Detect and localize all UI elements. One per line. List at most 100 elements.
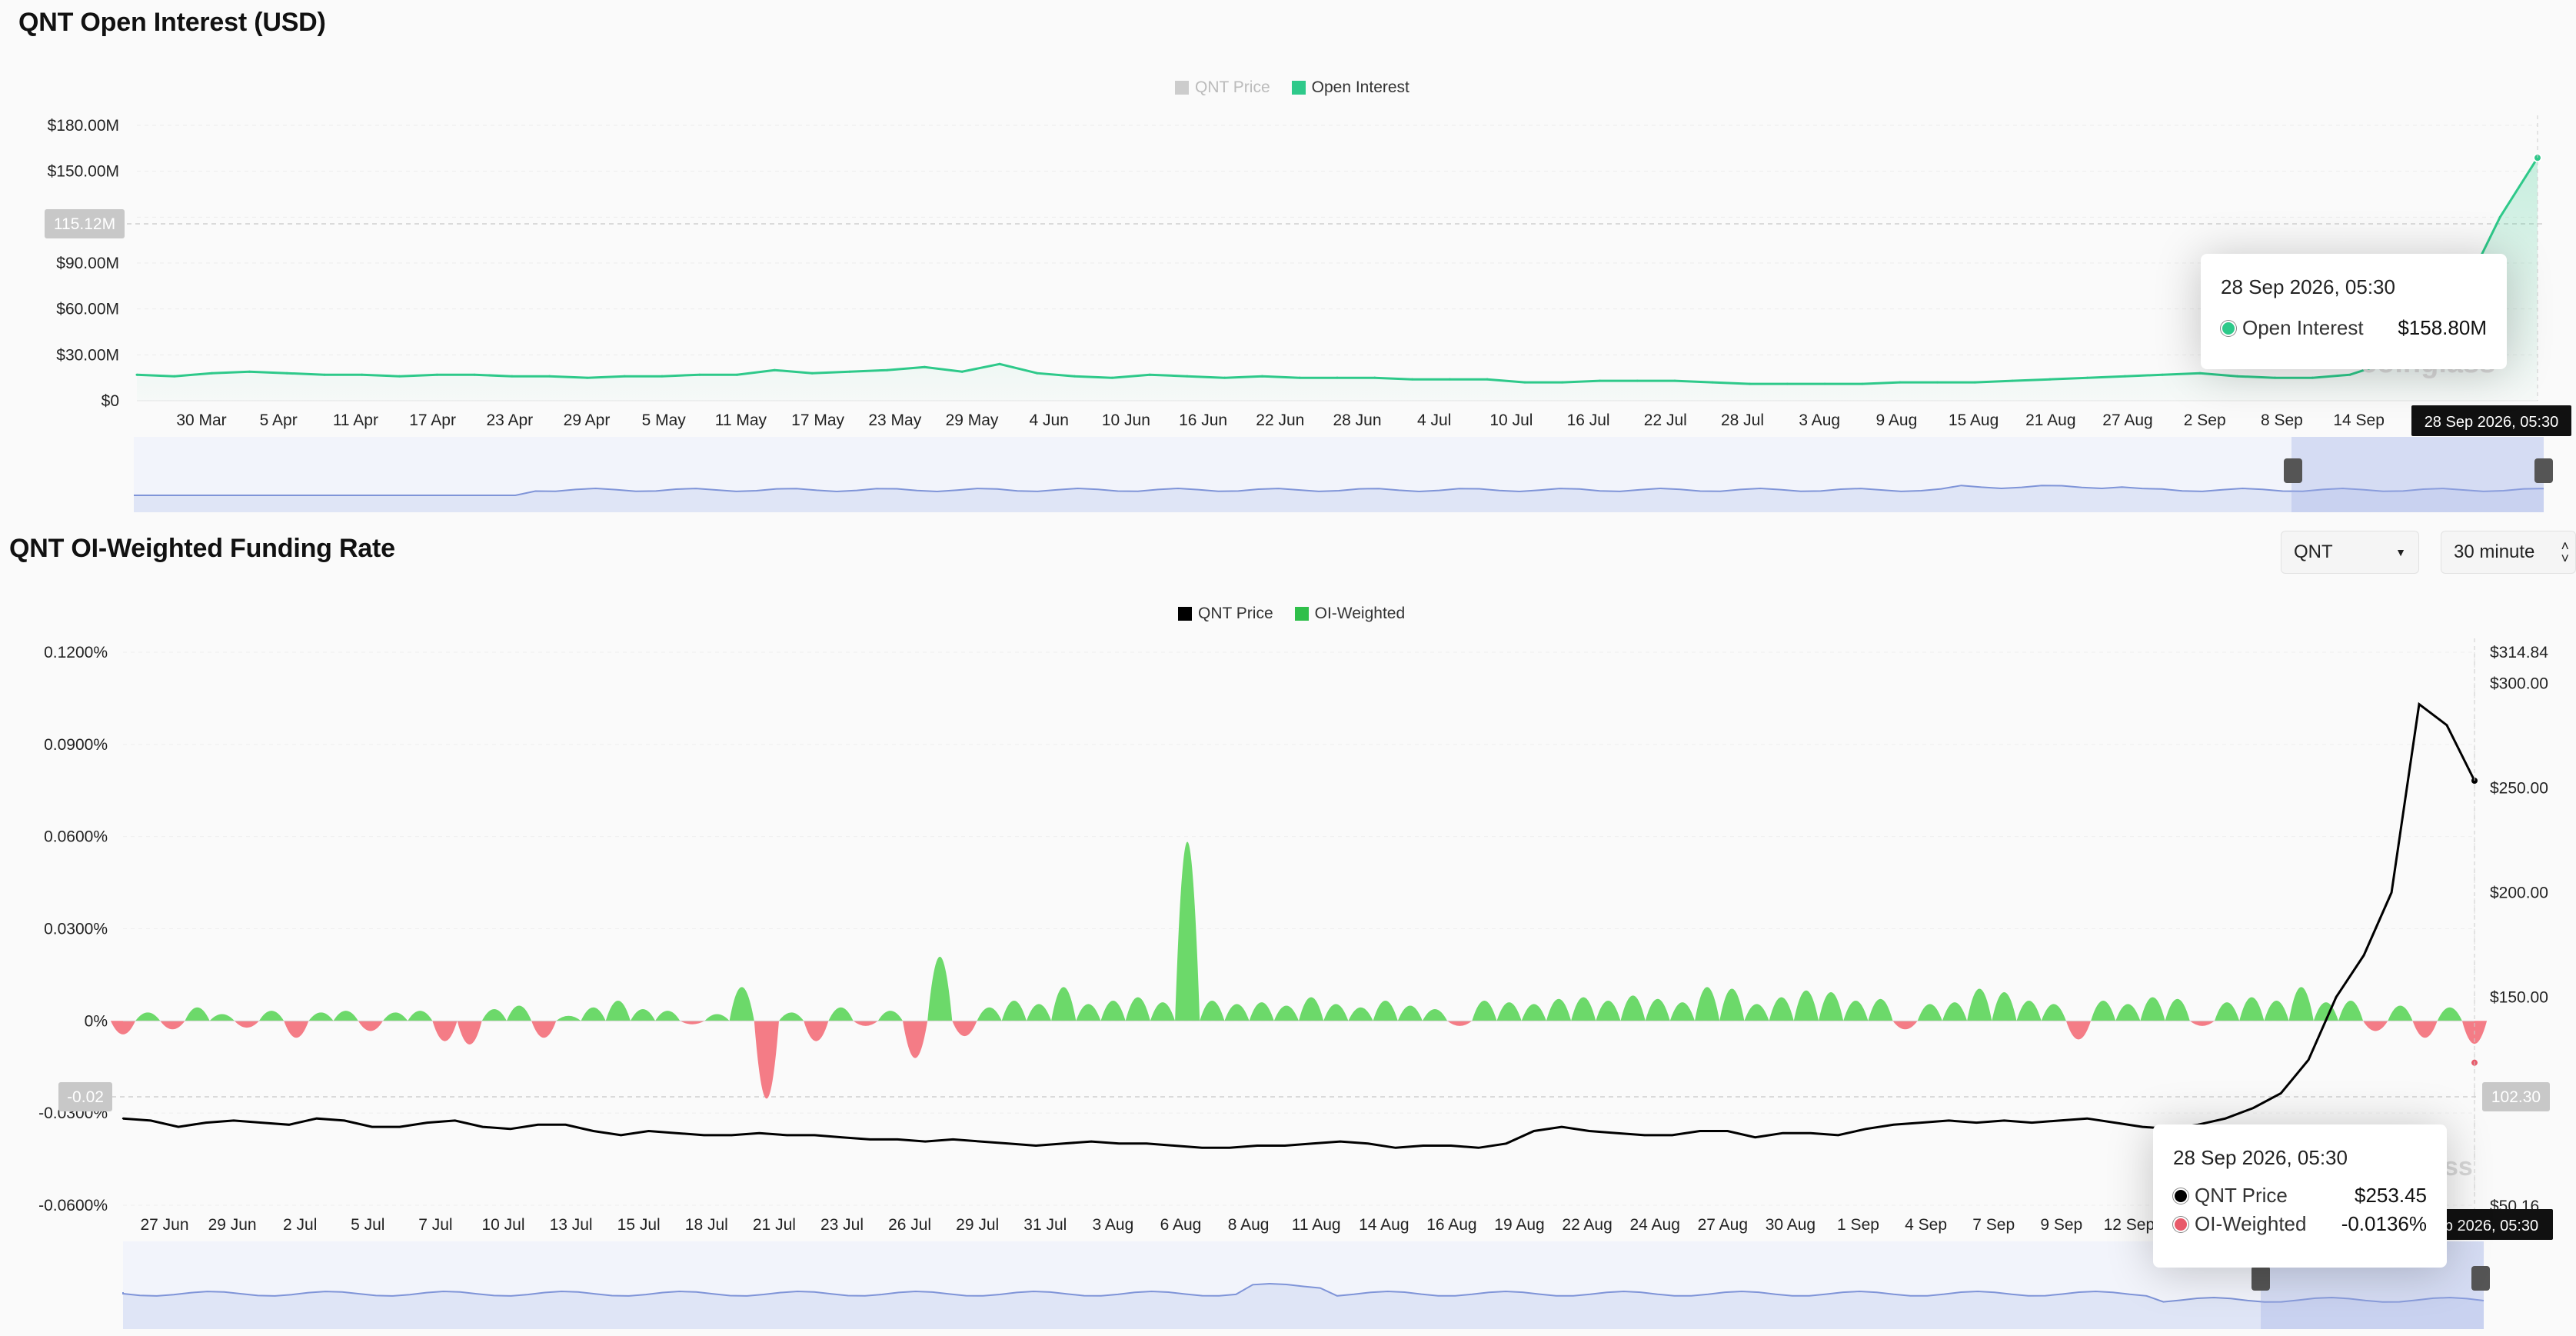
funding-bar-positive <box>506 1005 532 1021</box>
open-interest-area <box>137 158 2538 401</box>
x-tick-label: 8 Sep <box>2261 411 2303 429</box>
data-point <box>736 373 738 376</box>
funding-bar-positive <box>1967 988 1992 1021</box>
data-point <box>1186 375 1189 378</box>
crosshair-right-label-bg <box>2482 1082 2550 1111</box>
funding-bar-negative <box>804 1021 829 1041</box>
funding-bar-positive <box>1546 998 1572 1021</box>
funding-bar-negative <box>680 1021 705 1024</box>
x-tick-label: 11 Aug <box>1292 1216 1341 1234</box>
price-point <box>814 1134 816 1137</box>
price-point <box>343 1119 346 1122</box>
x-tick-label: 9 Sep <box>2040 1216 2082 1234</box>
funding-bar-positive <box>877 1011 903 1021</box>
x-tick-label: 18 Jul <box>685 1216 728 1234</box>
y-tick-label: $180.00M <box>48 117 119 135</box>
funding-bar-positive <box>1348 1007 1373 1021</box>
funding-bar-positive <box>1026 1004 1052 1021</box>
price-point <box>786 1134 788 1137</box>
x-tick-label: 6 Aug <box>1160 1216 1202 1234</box>
price-point <box>454 1119 456 1122</box>
price-point <box>924 1140 927 1143</box>
x-tick-label: 31 Jul <box>1023 1216 1067 1234</box>
y-tick-label-right: $250.00 <box>2490 779 2548 797</box>
x-tick-label: 10 Jul <box>481 1216 524 1234</box>
x-tick-label: 1 Sep <box>1837 1216 1879 1234</box>
x-tick-label: 11 Apr <box>333 411 378 429</box>
legend-item-oi-weighted[interactable]: OI-Weighted <box>1294 605 1406 623</box>
legend-item-qnt-price[interactable]: QNT Price <box>1178 605 1273 623</box>
data-point <box>435 373 438 376</box>
legend-label: OI-Weighted <box>1314 605 1406 622</box>
funding-bar-positive <box>655 1011 681 1021</box>
coin-select[interactable]: QNT ▼ <box>2281 531 2419 574</box>
x-tick-label: 27 Aug <box>1698 1216 1748 1234</box>
data-point <box>810 371 814 375</box>
oi-legend: QNT Price Open Interest <box>1175 78 1409 97</box>
x-tick-label: 21 Jul <box>753 1216 796 1234</box>
price-point <box>2114 1121 2116 1124</box>
y-tick-label-left: 0.0900% <box>44 736 108 754</box>
data-point <box>2498 215 2501 218</box>
x-tick-label: 22 Aug <box>1562 1216 1612 1234</box>
price-point <box>952 1138 954 1141</box>
x-tick-label: 29 Jul <box>956 1216 999 1234</box>
y-tick-label: $0 <box>102 392 119 410</box>
legend-swatch <box>1291 81 1306 95</box>
tooltip-row: OI-Weighted -0.0136% <box>2173 1212 2427 1236</box>
price-point <box>177 1125 180 1128</box>
funding-bar-positive <box>2041 1004 2066 1021</box>
funding-bar-positive <box>1472 1000 1497 1021</box>
price-point <box>2031 1121 2033 1124</box>
interval-select[interactable]: 30 minute ˄ ˅ <box>2441 531 2576 574</box>
x-tick-label: 4 Jul <box>1417 411 1451 429</box>
price-point <box>980 1140 982 1143</box>
data-point <box>998 362 1001 365</box>
funding-bar-positive <box>1942 1002 1968 1021</box>
price-point <box>1477 1147 1480 1149</box>
price-point <box>1228 1147 1231 1149</box>
price-point <box>1007 1142 1010 1145</box>
data-point <box>2048 378 2052 381</box>
data-point <box>2236 375 2239 378</box>
data-point <box>2274 376 2277 379</box>
series-dot-icon <box>2221 320 2236 336</box>
funding-bar-positive <box>2016 1000 2042 1021</box>
x-tick-label: 5 May <box>642 411 687 429</box>
x-tick-label: 28 Jul <box>1721 411 1764 429</box>
navigator-line <box>122 1282 2484 1303</box>
coin-select-value: QNT <box>2294 541 2333 562</box>
navigator-handle-right <box>2471 1266 2490 1291</box>
x-tick-label: 8 Aug <box>1228 1216 1270 1234</box>
series-dot-icon <box>2173 1188 2188 1204</box>
funding-bar-positive <box>927 956 953 1021</box>
data-point <box>173 375 176 378</box>
price-point <box>1173 1144 1176 1147</box>
data-point <box>1448 378 1451 381</box>
funding-bar-negative <box>160 1021 185 1030</box>
series-dot-icon <box>2173 1216 2188 1232</box>
navigator-handle-right <box>2534 458 2553 483</box>
price-point <box>564 1124 567 1126</box>
x-tick-label: 3 Aug <box>1799 411 1840 429</box>
price-point <box>1366 1142 1370 1145</box>
x-tick-label: 13 Jul <box>550 1216 593 1234</box>
funding-bar-negative <box>358 1021 383 1031</box>
funding-bar-positive <box>1496 1002 1522 1021</box>
tooltip-row: Open Interest $158.80M <box>2221 316 2487 340</box>
y-tick-label-right: $300.00 <box>2490 675 2548 692</box>
legend-item-qnt-price[interactable]: QNT Price <box>1175 78 1270 97</box>
legend-item-open-interest[interactable]: Open Interest <box>1291 78 1409 97</box>
price-point <box>647 1130 650 1132</box>
oi-chart[interactable]: $180.00M$150.00M$120.00M$90.00M$60.00M$3… <box>0 0 2576 523</box>
price-point <box>2058 1119 2061 1122</box>
x-tick-label: 9 Aug <box>1876 411 1918 429</box>
navigator-line <box>134 485 2544 496</box>
x-tick-label: 29 May <box>946 411 999 429</box>
x-tick-label: 19 Aug <box>1494 1216 1544 1234</box>
legend-swatch <box>1175 81 1189 95</box>
x-tick-label: 27 Aug <box>2102 411 2152 429</box>
data-point <box>1636 379 1639 382</box>
data-point <box>2348 373 2351 376</box>
data-point <box>548 375 551 378</box>
